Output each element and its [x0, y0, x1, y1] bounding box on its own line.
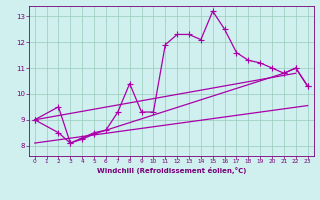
X-axis label: Windchill (Refroidissement éolien,°C): Windchill (Refroidissement éolien,°C): [97, 167, 246, 174]
